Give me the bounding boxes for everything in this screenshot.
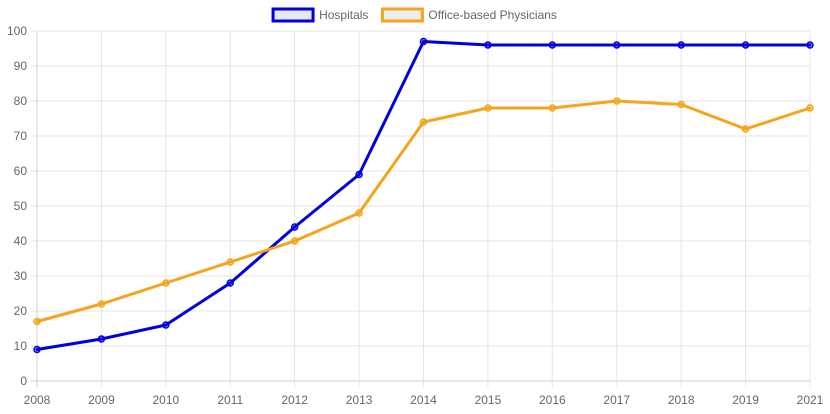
x-tick-label: 2017: [603, 393, 630, 407]
y-tick-label: 40: [14, 234, 28, 248]
y-tick-label: 70: [14, 129, 28, 143]
legend-label: Office-based Physicians: [428, 8, 557, 22]
x-tick-label: 2016: [539, 393, 566, 407]
legend-label: Hospitals: [319, 8, 368, 22]
data-point[interactable]: [162, 321, 170, 329]
y-tick-label: 20: [14, 304, 28, 318]
data-point[interactable]: [33, 317, 41, 326]
data-point[interactable]: [484, 41, 492, 49]
data-point[interactable]: [355, 209, 363, 217]
data-point[interactable]: [33, 345, 41, 354]
data-point[interactable]: [419, 118, 428, 126]
axes: 0 10 20 30 40 50 60 70 80 90 100 2008 2009 2010 2011 20…: [7, 24, 824, 407]
data-point[interactable]: [741, 125, 750, 133]
y-tick-label: 80: [14, 94, 28, 108]
x-tick-label: 2008: [24, 393, 51, 407]
y-tick-label: 100: [7, 24, 27, 38]
data-point[interactable]: [484, 104, 492, 112]
data-point[interactable]: [97, 335, 106, 343]
x-tick-label: 2012: [281, 393, 308, 407]
legend-item-0[interactable]: Hospitals: [271, 7, 368, 23]
x-tick-label: 2018: [668, 393, 695, 407]
data-point[interactable]: [97, 300, 106, 308]
series-line: [35, 40, 812, 351]
x-tick-label: 2013: [346, 393, 373, 407]
data-point[interactable]: [548, 104, 557, 112]
y-tick-label: 0: [20, 374, 27, 388]
data-point[interactable]: [613, 97, 621, 105]
y-tick-label: 60: [14, 164, 28, 178]
y-tick-label: 50: [14, 199, 28, 213]
data-point[interactable]: [226, 258, 234, 266]
grid: [31, 30, 811, 387]
data-point[interactable]: [548, 41, 557, 49]
legend-swatch: [271, 7, 315, 23]
x-tick-label: 2021: [797, 393, 824, 407]
x-tick-label: 2014: [410, 393, 437, 407]
legend[interactable]: Hospitals Office-based Physicians: [271, 7, 557, 23]
y-tick-label: 90: [14, 59, 28, 73]
data-point[interactable]: [290, 237, 299, 245]
data-point[interactable]: [290, 223, 299, 231]
data-point[interactable]: [226, 279, 234, 287]
series-line: [35, 99, 812, 323]
data-point[interactable]: [806, 104, 814, 112]
y-tick-label: 30: [14, 269, 28, 283]
data-point[interactable]: [419, 37, 428, 46]
data-point[interactable]: [806, 41, 814, 49]
series-0: [33, 37, 814, 354]
data-point[interactable]: [162, 279, 170, 287]
x-tick-label: 2015: [475, 393, 502, 407]
series-1: [33, 97, 814, 326]
data-point[interactable]: [677, 41, 685, 49]
series-lines: [33, 37, 814, 354]
data-point[interactable]: [741, 41, 750, 49]
x-tick-label: 2009: [88, 393, 115, 407]
x-tick-label: 2010: [152, 393, 179, 407]
y-tick-label: 10: [14, 339, 28, 353]
data-point[interactable]: [613, 41, 621, 49]
data-point[interactable]: [677, 100, 685, 109]
x-tick-label: 2011: [217, 393, 243, 407]
data-point[interactable]: [355, 170, 363, 179]
legend-swatch: [380, 7, 424, 23]
x-tick-label: 2019: [732, 393, 759, 407]
legend-item-1[interactable]: Office-based Physicians: [380, 7, 557, 23]
